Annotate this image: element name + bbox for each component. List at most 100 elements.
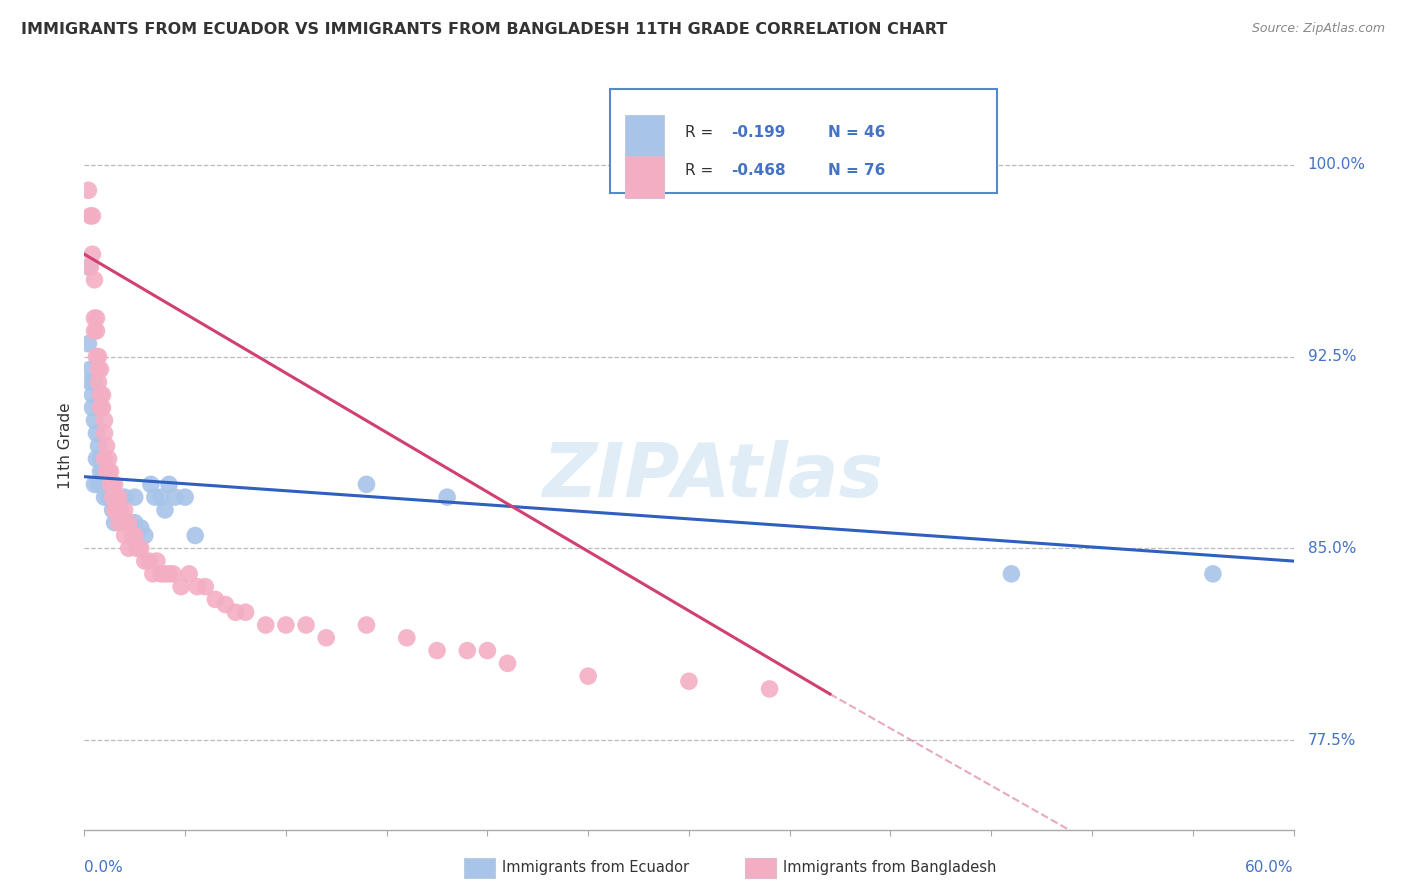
Point: [83, 311, 105, 326]
Point: [114, 490, 136, 504]
Point: [576, 669, 599, 683]
Text: -0.199: -0.199: [731, 125, 786, 140]
Point: [101, 477, 124, 491]
FancyBboxPatch shape: [610, 89, 997, 193]
Point: [100, 477, 122, 491]
Point: [105, 503, 128, 517]
Y-axis label: 11th Grade: 11th Grade: [58, 402, 73, 490]
Point: [1000, 566, 1022, 581]
Point: [87, 362, 110, 376]
Point: [134, 528, 156, 542]
Point: [204, 592, 226, 607]
Point: [93, 490, 115, 504]
Point: [91, 401, 114, 415]
Point: [436, 490, 458, 504]
Point: [128, 541, 150, 556]
Point: [96, 477, 118, 491]
Point: [89, 451, 111, 466]
Point: [86, 311, 108, 326]
Point: [214, 598, 236, 612]
Point: [114, 528, 136, 542]
Point: [170, 580, 193, 594]
Point: [93, 477, 115, 491]
Text: 77.5%: 77.5%: [1308, 732, 1355, 747]
Point: [107, 516, 129, 530]
Text: Source: ZipAtlas.com: Source: ZipAtlas.com: [1251, 22, 1385, 36]
Point: [138, 554, 160, 568]
Point: [1202, 566, 1225, 581]
Point: [456, 643, 478, 657]
Point: [104, 477, 127, 491]
Point: [86, 324, 108, 338]
Point: [83, 273, 105, 287]
Point: [157, 566, 180, 581]
Point: [174, 490, 197, 504]
Point: [82, 247, 104, 261]
Point: [97, 451, 120, 466]
Point: [179, 566, 201, 581]
Point: [91, 388, 114, 402]
Point: [83, 324, 105, 338]
Point: [142, 566, 165, 581]
Point: [89, 401, 111, 415]
Point: [104, 503, 127, 517]
Point: [356, 477, 378, 491]
Point: [93, 413, 115, 427]
Point: [110, 503, 132, 517]
Point: [184, 528, 207, 542]
Point: [89, 388, 111, 402]
Point: [149, 490, 172, 504]
FancyBboxPatch shape: [624, 156, 664, 198]
Point: [100, 477, 122, 491]
Point: [89, 465, 111, 479]
Text: IMMIGRANTS FROM ECUADOR VS IMMIGRANTS FROM BANGLADESH 11TH GRADE CORRELATION CHA: IMMIGRANTS FROM ECUADOR VS IMMIGRANTS FR…: [21, 22, 948, 37]
Point: [124, 528, 146, 542]
Text: 0.0%: 0.0%: [84, 860, 124, 875]
Point: [186, 580, 208, 594]
Text: Immigrants from Ecuador: Immigrants from Ecuador: [502, 861, 689, 875]
Point: [315, 631, 337, 645]
Point: [97, 465, 120, 479]
Point: [93, 451, 115, 466]
Point: [83, 413, 105, 427]
Point: [295, 618, 318, 632]
Point: [89, 362, 111, 376]
Point: [82, 388, 104, 402]
Point: [157, 477, 180, 491]
Point: [83, 477, 105, 491]
Point: [426, 643, 449, 657]
Point: [110, 490, 132, 504]
Point: [274, 618, 297, 632]
Point: [100, 465, 122, 479]
Point: [153, 503, 176, 517]
Point: [165, 490, 187, 504]
Point: [254, 618, 277, 632]
Point: [129, 541, 152, 556]
Point: [86, 451, 108, 466]
FancyBboxPatch shape: [624, 115, 664, 157]
Point: [79, 362, 101, 376]
Point: [77, 183, 100, 197]
Point: [79, 209, 101, 223]
Point: [93, 426, 115, 441]
Point: [395, 631, 418, 645]
Point: [678, 674, 700, 689]
Point: [124, 490, 146, 504]
Point: [496, 657, 519, 671]
Text: 60.0%: 60.0%: [1246, 860, 1294, 875]
Text: Immigrants from Bangladesh: Immigrants from Bangladesh: [783, 861, 997, 875]
Point: [101, 503, 124, 517]
Point: [86, 350, 108, 364]
Point: [79, 375, 101, 389]
Text: R =: R =: [685, 162, 718, 178]
Point: [118, 516, 141, 530]
Point: [77, 336, 100, 351]
Point: [235, 605, 257, 619]
Point: [125, 541, 148, 556]
Point: [87, 439, 110, 453]
Point: [97, 490, 120, 504]
Point: [79, 260, 101, 274]
Point: [83, 375, 105, 389]
Point: [143, 490, 166, 504]
Point: [124, 516, 146, 530]
